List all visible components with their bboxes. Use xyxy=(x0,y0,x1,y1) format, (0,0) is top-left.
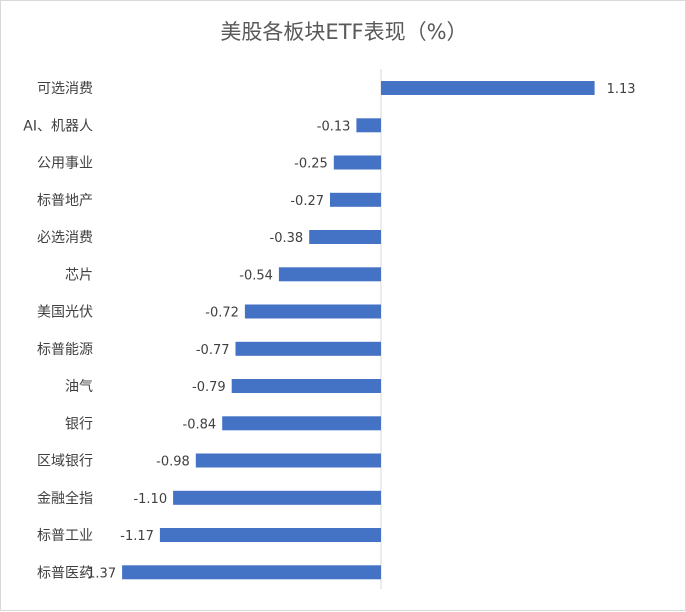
value-label-6: -0.72 xyxy=(205,306,239,321)
bar-2 xyxy=(333,155,382,170)
category-label-10: 区域银行 xyxy=(37,454,93,470)
bar-9 xyxy=(222,416,381,431)
category-label-6: 美国光伏 xyxy=(37,305,93,321)
bar-0 xyxy=(381,81,595,95)
category-label-5: 芯片 xyxy=(65,267,93,283)
bar-12 xyxy=(159,528,381,542)
category-label-7: 标普能源 xyxy=(37,342,93,358)
bar-5 xyxy=(278,267,381,282)
chart-title: 美股各板块ETF表现（%） xyxy=(220,20,467,44)
category-labels: 可选消费 AI、机器人公用事业标普地产必选消费芯片美国光伏标普能源油气银行区域银行… xyxy=(23,81,93,581)
value-label-13: -1.37 xyxy=(82,566,116,581)
value-label-3: -0.27 xyxy=(290,194,324,209)
value-label-1: -0.13 xyxy=(317,119,351,134)
value-label-2: -0.25 xyxy=(294,157,328,172)
value-label-4: -0.38 xyxy=(270,231,304,246)
bar-3 xyxy=(330,192,381,207)
value-label-5: -0.54 xyxy=(239,268,273,283)
category-label-4: 必选消费 xyxy=(37,230,93,246)
bars-group xyxy=(122,81,595,580)
bar-8 xyxy=(231,379,381,393)
category-label-8: 油气 xyxy=(65,379,93,395)
bar-10 xyxy=(195,453,381,468)
category-label-3: 标普地产 xyxy=(37,193,93,209)
bar-6 xyxy=(244,304,381,319)
value-label-10: -0.98 xyxy=(156,455,190,470)
bar-11 xyxy=(173,490,381,505)
value-label-8: -0.79 xyxy=(192,380,226,395)
category-label-9: 银行 xyxy=(65,416,93,432)
bar-4 xyxy=(309,230,381,244)
bar-1 xyxy=(356,118,381,133)
value-label-7: -0.77 xyxy=(196,343,230,358)
category-label-11: 金融全指 xyxy=(37,490,93,507)
bar-13 xyxy=(122,565,381,580)
value-label-9: -0.84 xyxy=(183,417,217,432)
value-label-12: -1.17 xyxy=(120,529,154,544)
category-label-12: 标普工业 xyxy=(37,528,93,544)
value-label-0: 1.13 xyxy=(607,82,636,97)
category-label-1: AI、机器人 xyxy=(23,118,93,134)
category-label-13: 标普医药 xyxy=(37,565,93,581)
category-label-0: 可选消费 xyxy=(37,81,93,97)
value-labels: 1.13 -0.13 -0.25 -0.27 -0.38 -0.54 -0.72 -0.77 -… xyxy=(82,82,635,581)
bar-7 xyxy=(235,341,381,356)
value-label-11: -1.10 xyxy=(133,492,167,507)
category-label-2: 公用事业 xyxy=(37,156,93,172)
